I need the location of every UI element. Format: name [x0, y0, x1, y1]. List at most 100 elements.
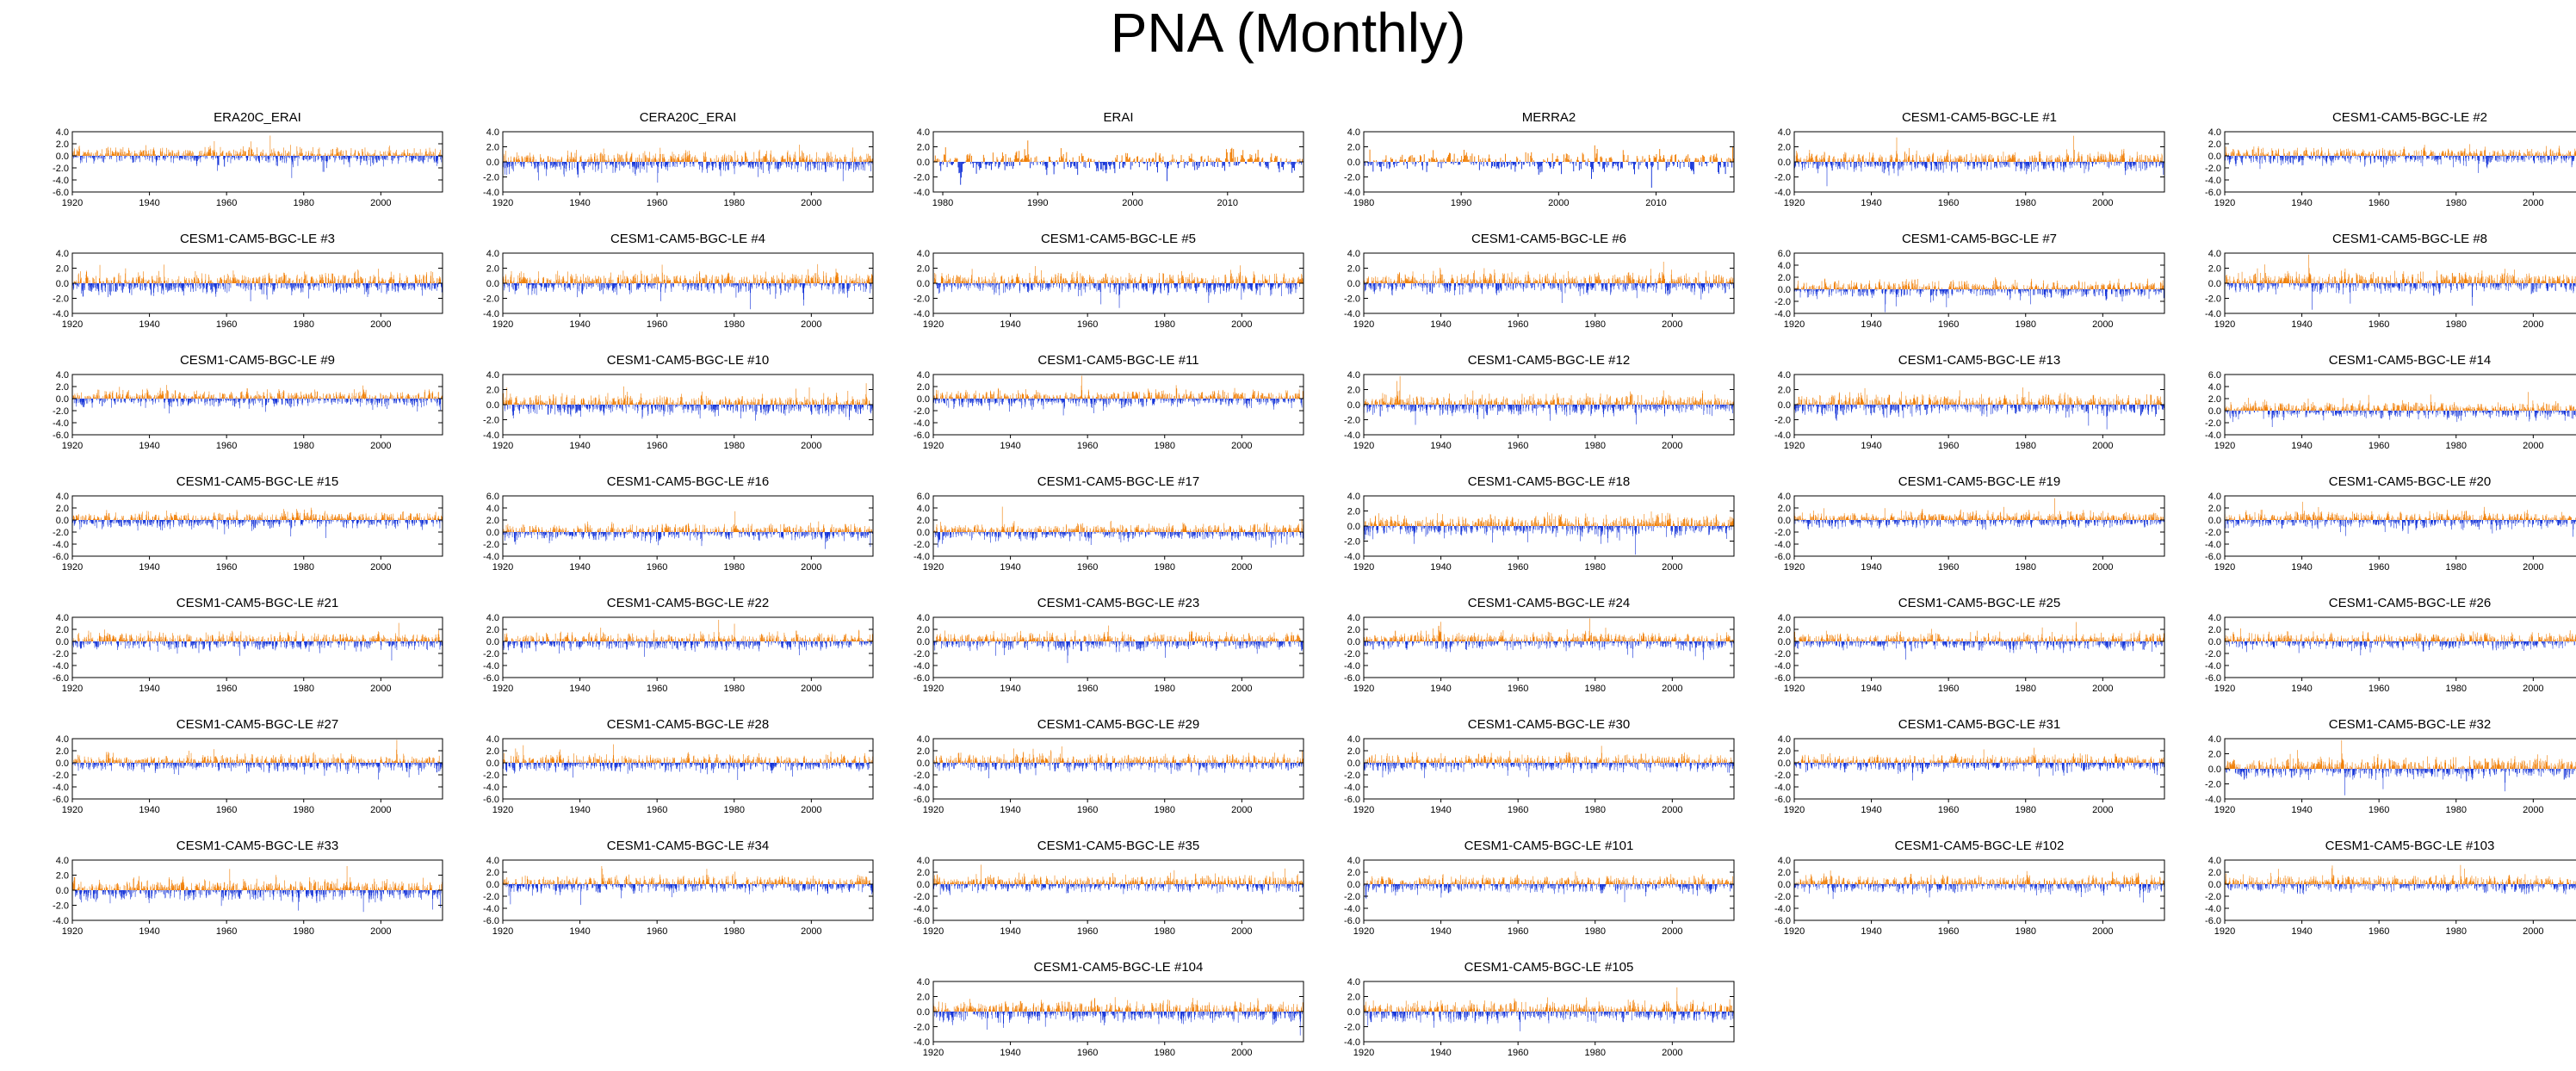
bar: [667, 161, 668, 162]
bar: [1428, 158, 1429, 162]
bar: [1869, 152, 1870, 162]
bar: [1979, 159, 1980, 162]
bar: [403, 155, 404, 156]
bar: [677, 162, 678, 167]
bar: [1128, 159, 1129, 162]
bar: [1237, 157, 1238, 162]
bar: [1858, 154, 1859, 162]
bar: [1140, 160, 1141, 162]
bar: [1457, 162, 1458, 163]
bar: [845, 162, 846, 170]
bar: [653, 162, 654, 164]
bar: [397, 155, 398, 156]
bar: [1646, 162, 1647, 167]
bar: [1963, 162, 1964, 163]
bar: [820, 162, 821, 163]
bar: [239, 153, 240, 156]
bar: [1279, 162, 1280, 172]
bar: [516, 162, 517, 166]
bar: [2335, 156, 2336, 160]
bar: [324, 156, 325, 161]
bar: [192, 156, 193, 158]
bar: [1410, 156, 1411, 162]
bar: [687, 162, 688, 166]
bar: [2016, 161, 2017, 162]
bar: [995, 162, 996, 166]
bar: [1555, 162, 1556, 164]
bar: [1983, 158, 1984, 162]
bar: [1620, 162, 1621, 169]
x-tick-label: 1980: [932, 198, 953, 208]
bar: [1600, 157, 1601, 162]
bar: [767, 158, 768, 162]
bar: [228, 156, 229, 157]
bar: [555, 162, 556, 170]
bar: [2269, 156, 2270, 162]
bar: [116, 152, 117, 156]
bar: [954, 160, 955, 162]
bar: [264, 156, 265, 157]
bar: [1137, 156, 1138, 162]
bar: [2139, 155, 2140, 162]
bar: [251, 149, 252, 156]
bar: [1396, 162, 1397, 166]
bar: [175, 153, 176, 156]
bar: [289, 156, 290, 158]
bar: [134, 151, 135, 156]
bar: [1943, 162, 1944, 173]
bar: [166, 148, 167, 156]
bar: [750, 161, 751, 162]
bar: [1387, 161, 1388, 162]
bar: [1460, 160, 1461, 162]
bar: [2091, 162, 2092, 164]
bar: [129, 155, 130, 156]
bar: [1172, 154, 1173, 162]
bar: [680, 162, 681, 164]
bar: [751, 162, 752, 167]
bar: [1624, 155, 1625, 162]
bar: [1553, 162, 1554, 169]
bar: [193, 156, 194, 158]
bar: [658, 162, 659, 167]
bar: [1672, 162, 1673, 164]
bar: [1235, 162, 1236, 165]
bar: [429, 154, 430, 156]
bar: [1013, 162, 1014, 166]
bar: [350, 156, 351, 158]
bar: [199, 152, 200, 156]
bar: [223, 151, 224, 156]
bar: [1623, 150, 1624, 162]
x-tick-label: 1940: [1861, 198, 1881, 208]
bar: [333, 156, 334, 158]
bar: [205, 154, 206, 156]
bar: [1229, 162, 1230, 167]
bar: [1960, 162, 1961, 164]
bar: [407, 149, 408, 156]
bar: [2025, 160, 2026, 163]
bar: [530, 158, 531, 162]
bar: [558, 159, 559, 162]
bar: [1138, 162, 1139, 163]
bar: [2286, 156, 2287, 160]
bar: [1539, 162, 1540, 167]
bar: [811, 159, 812, 162]
bar: [592, 158, 593, 162]
bar: [552, 162, 553, 168]
bar: [1418, 162, 1419, 163]
bar: [2239, 156, 2240, 158]
x-tick-label: 1960: [647, 198, 667, 208]
bar: [2365, 156, 2366, 159]
bar: [1949, 162, 1950, 166]
bar: [1941, 162, 1942, 163]
bar: [2153, 162, 2154, 166]
bar: [528, 156, 529, 162]
bar: [175, 156, 176, 158]
bar: [351, 156, 352, 158]
bar: [2329, 152, 2330, 156]
bar: [816, 152, 817, 162]
bar: [2281, 156, 2282, 165]
bar: [781, 157, 782, 162]
bar: [2070, 162, 2071, 169]
bar: [1520, 162, 1521, 163]
